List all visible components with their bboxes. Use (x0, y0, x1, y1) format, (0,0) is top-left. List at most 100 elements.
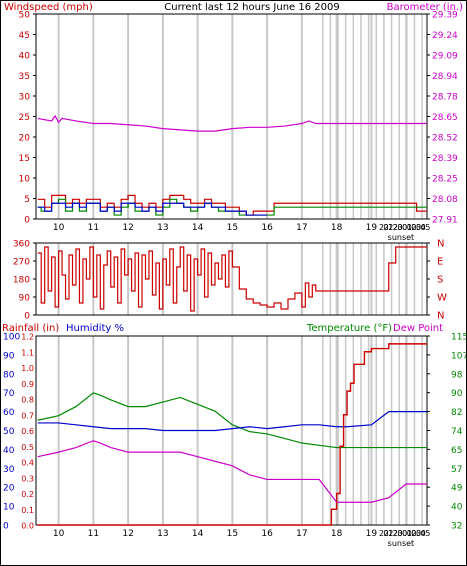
y-tick-label: 25 (19, 113, 30, 123)
rain-humidity-temperature-chart: Rainfall (in) Humidity % Temperature (°F) D… (2, 323, 467, 548)
x-tick-label: 18 (331, 223, 343, 233)
y-tick-label: 29.09 (432, 52, 458, 62)
y-tick-label: N (437, 311, 444, 322)
y-tick-label: 29.24 (432, 31, 458, 41)
humidity-tick-label: 100 (3, 333, 20, 343)
x-tick-label: 23 (393, 223, 403, 232)
x-tick-label: 04 (416, 529, 426, 538)
humidity-tick-label: 70 (3, 389, 15, 399)
sunset-label: sunset (388, 539, 415, 548)
y-tick-label: E (437, 257, 443, 268)
y-tick-label: 28.39 (432, 154, 458, 164)
y-tick-label: 30 (19, 93, 31, 103)
y-tick-label: 45 (19, 31, 30, 41)
wind-direction-line (37, 246, 427, 312)
barometer-line (37, 114, 427, 132)
rain-tick-label: 0.3 (21, 474, 34, 483)
y-tick-label: 49 (451, 484, 463, 494)
humidity-tick-label: 90 (3, 351, 15, 361)
rain-tick-label: 0.2 (21, 490, 34, 499)
x-tick-label: 21 (384, 223, 394, 232)
y-tick-label: 28.52 (432, 134, 458, 144)
x-tick-label: 22 (388, 529, 398, 538)
rain-tick-label: 1.1 (21, 348, 34, 357)
humidity-tick-label: 0 (3, 522, 9, 532)
x-tick-label: 15 (227, 529, 238, 539)
y-tick-label: 35 (19, 72, 30, 82)
humidity-tick-label: 50 (3, 427, 15, 437)
x-tick-label: 11 (88, 529, 99, 539)
rain-tick-label: 0.7 (21, 411, 34, 420)
x-tick-label: 18 (331, 529, 343, 539)
y-tick-label: S (437, 275, 443, 286)
x-tick-label: 13 (157, 223, 168, 233)
y-tick-label: N (437, 239, 444, 250)
x-tick-label: 13 (157, 529, 168, 539)
x-tick-label: 17 (296, 529, 307, 539)
dew-point-axis-title: Dew Point (393, 323, 443, 334)
rain-tick-label: 1.2 (21, 333, 34, 342)
wind-average-line (37, 202, 268, 216)
y-tick-label: 74 (451, 427, 463, 437)
rain-tick-label: 0.4 (21, 459, 34, 468)
y-tick-label: 28.25 (432, 175, 458, 185)
x-tick-label: 23 (393, 529, 403, 538)
y-tick-label: 40 (19, 52, 31, 62)
x-tick-label: 22 (388, 223, 398, 232)
x-tick-label: 03 (411, 529, 421, 538)
y-tick-label: 29.39 (432, 11, 458, 21)
barometer-axis-title: Barometer (in.) (387, 2, 463, 13)
x-tick-label: 19 (366, 223, 378, 233)
wind-axis-title: Windspeed (mph) (4, 2, 93, 13)
x-tick-label: 14 (192, 529, 204, 539)
x-tick-label: 00 (397, 223, 407, 232)
rain-tick-label: 0.0 (21, 522, 34, 531)
rain-tick-label: 0.5 (21, 443, 34, 452)
x-tick-label: 12 (122, 223, 133, 233)
humidity-tick-label: 40 (3, 446, 15, 456)
y-tick-label: 28.08 (432, 195, 458, 205)
x-tick-label: 10 (53, 529, 65, 539)
y-tick-label: 20 (19, 134, 31, 144)
rain-tick-label: 0.9 (21, 380, 34, 389)
y-tick-label: 180 (13, 276, 30, 286)
x-tick-label: 19 (366, 529, 378, 539)
x-tick-label: 03 (411, 223, 421, 232)
rainfall-axis-title: Rainfall (in) (2, 323, 59, 334)
wind-barometer-chart: Windspeed (mph) Current last 12 hours Jun… (4, 2, 463, 242)
humidity-tick-label: 30 (3, 465, 15, 475)
y-tick-label: 40 (451, 503, 463, 513)
y-tick-label: 360 (13, 240, 30, 250)
x-tick-label: 12 (122, 529, 133, 539)
rain-tick-label: 0.8 (21, 396, 34, 405)
y-tick-label: 115 (451, 333, 467, 343)
x-tick-label: 16 (261, 223, 273, 233)
y-tick-label: 28.65 (432, 113, 458, 123)
y-tick-label: 82 (451, 408, 462, 418)
x-tick-label: 21 (384, 529, 394, 538)
y-tick-label: 90 (19, 294, 31, 304)
x-tick-label: 14 (192, 223, 204, 233)
y-tick-label: 270 (13, 258, 30, 268)
y-tick-label: 0 (24, 312, 30, 322)
y-tick-label: 32 (451, 522, 462, 532)
humidity-tick-label: 80 (3, 370, 15, 380)
humidity-tick-label: 20 (3, 484, 15, 494)
y-tick-label: 0 (24, 216, 30, 226)
y-tick-label: 27.91 (432, 216, 458, 226)
x-tick-label: 20 (379, 223, 389, 232)
x-tick-label: 04 (416, 223, 426, 232)
y-tick-label: 98 (451, 370, 463, 380)
humidity-line (37, 411, 427, 432)
x-tick-label: 00 (397, 529, 407, 538)
x-tick-label: 10 (53, 223, 65, 233)
y-tick-label: W (437, 293, 447, 304)
humidity-axis-title: Humidity % (66, 323, 124, 334)
rainfall-line (37, 343, 427, 526)
dew-point-line (37, 440, 427, 503)
rain-tick-label: 0.1 (21, 506, 34, 515)
x-tick-label: 16 (261, 529, 273, 539)
